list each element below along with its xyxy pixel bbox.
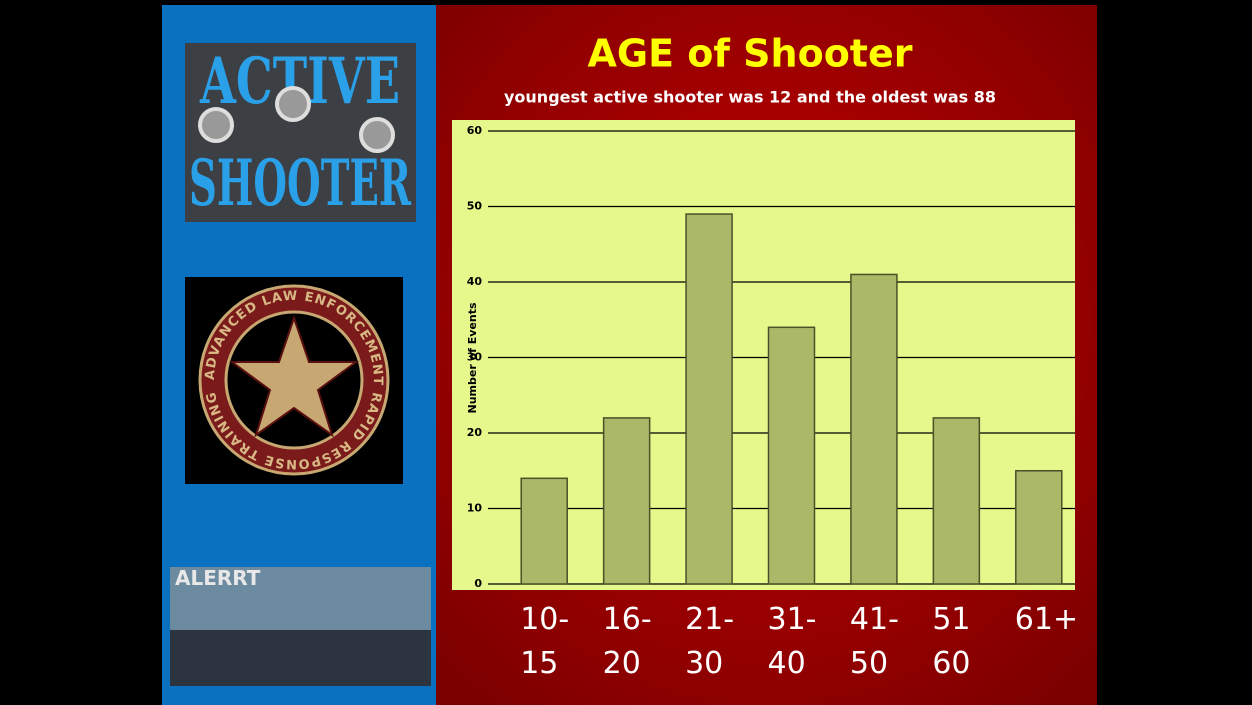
x-tick-label: 31- 40: [767, 602, 817, 681]
x-tick-label: 16- 20: [602, 602, 652, 681]
chart-subtitle: youngest active shooter was 12 and the o…: [504, 88, 996, 107]
y-tick-label: 50: [467, 200, 483, 213]
y-tick-label: 40: [467, 275, 483, 288]
bar: [520, 477, 568, 585]
bar: [602, 417, 651, 585]
bar: [850, 273, 898, 585]
y-tick-label: 10: [467, 502, 483, 515]
x-tick-label: 41- 50: [849, 602, 899, 681]
seal-star: [228, 314, 360, 438]
x-tick-label: 21- 30: [685, 602, 735, 681]
bar: [767, 326, 816, 585]
chart-title: AGE of Shooter: [588, 32, 913, 76]
x-tick-label: 10- 15: [520, 602, 570, 681]
logo-text: SHOOTER: [189, 146, 411, 221]
bar: [685, 213, 733, 585]
bar: [1015, 470, 1063, 585]
y-tick-label: 0: [474, 577, 482, 590]
photo-text: ALERRT: [175, 566, 261, 590]
bar: [932, 417, 981, 585]
photo-ground: [170, 630, 431, 686]
x-tick-label: 51 60: [932, 602, 971, 681]
y-tick-label: 30: [467, 351, 483, 364]
bullet-hole: [275, 86, 311, 122]
y-axis-label: Number of Events: [466, 302, 479, 413]
bullet-hole: [359, 117, 395, 153]
y-tick-label: 20: [467, 426, 483, 439]
y-tick-label: 60: [467, 124, 483, 137]
x-tick-label: 61+: [1014, 602, 1079, 637]
bullet-hole: [198, 107, 234, 143]
